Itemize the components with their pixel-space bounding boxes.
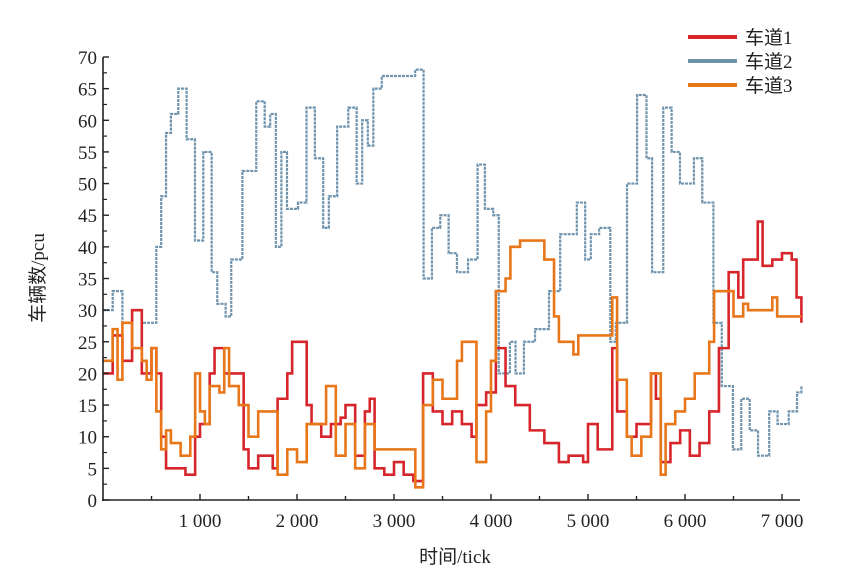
series-line-2 — [103, 68, 803, 457]
y-tick-label: 40 — [78, 238, 97, 259]
x-tick-label: 6 000 — [664, 511, 707, 532]
y-tick-label: 55 — [78, 143, 97, 164]
series-line-3 — [103, 239, 802, 489]
y-tick-label: 0 — [88, 491, 98, 512]
legend-label-2: 车道2 — [745, 51, 793, 73]
series-line-1 — [103, 220, 803, 483]
y-tick-label: 25 — [78, 333, 97, 354]
y-tick-label: 70 — [78, 48, 97, 69]
x-tick-label: 1 000 — [179, 511, 222, 532]
axes — [102, 57, 800, 501]
legend-label-3: 车道3 — [745, 75, 793, 97]
x-tick-label: 3 000 — [373, 511, 416, 532]
y-tick-label: 45 — [78, 206, 97, 227]
y-tick-label: 65 — [78, 80, 97, 101]
y-tick-label: 50 — [78, 175, 97, 196]
x-tick-label: 5 000 — [567, 511, 610, 532]
series-layer — [103, 68, 803, 489]
y-tick-label: 30 — [78, 301, 97, 322]
y-tick-label: 15 — [78, 396, 97, 417]
x-tick-label: 7 000 — [761, 511, 804, 532]
legend-label-1: 车道1 — [745, 27, 793, 49]
y-axis-label: 车辆数/pcu — [27, 233, 49, 323]
y-tick-label: 60 — [78, 111, 97, 132]
x-axis-label: 时间/tick — [419, 546, 491, 568]
y-tick-label: 35 — [78, 270, 97, 291]
y-tick-label: 5 — [88, 459, 98, 480]
x-tick-label: 4 000 — [470, 511, 513, 532]
x-tick-label: 2 000 — [276, 511, 319, 532]
ticks: 0 5 10 15 20 25 30 35 40 45 50 55 60 65 70 1 000 2 000 3 … — [78, 48, 803, 532]
y-tick-label: 10 — [78, 428, 97, 449]
y-tick-label: 20 — [78, 364, 97, 385]
